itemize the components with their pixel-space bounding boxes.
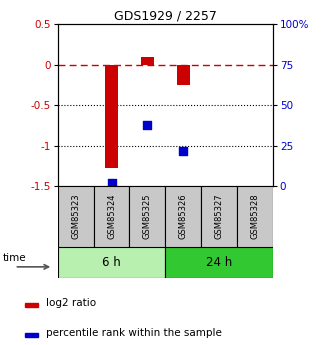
Point (109, 180, 114, 186)
Text: GSM85326: GSM85326 (179, 194, 188, 239)
Bar (165, 247, 273, 278)
Text: 24 h: 24 h (206, 256, 232, 269)
Text: GSM85325: GSM85325 (143, 194, 152, 239)
Bar (237, 186, 273, 247)
Bar (94, 186, 129, 247)
Text: GSM85324: GSM85324 (107, 194, 116, 239)
Bar (25, 303, 38, 307)
Point (181, 148, 186, 154)
Text: GSM85328: GSM85328 (250, 194, 259, 239)
Bar (177, 65, 189, 85)
Text: time: time (3, 253, 27, 263)
Text: 6 h: 6 h (102, 256, 121, 269)
Text: percentile rank within the sample: percentile rank within the sample (46, 328, 221, 338)
Title: GDS1929 / 2257: GDS1929 / 2257 (114, 10, 217, 23)
Bar (105, 65, 118, 168)
Bar (201, 186, 237, 247)
Text: GSM85327: GSM85327 (214, 194, 224, 239)
Bar (141, 57, 154, 65)
Bar (58, 247, 165, 278)
Bar (58, 186, 94, 247)
Bar (129, 186, 165, 247)
Text: log2 ratio: log2 ratio (46, 298, 96, 308)
Bar (25, 333, 38, 337)
Bar (165, 186, 201, 247)
Text: GSM85323: GSM85323 (71, 194, 80, 239)
Point (145, 122, 150, 127)
